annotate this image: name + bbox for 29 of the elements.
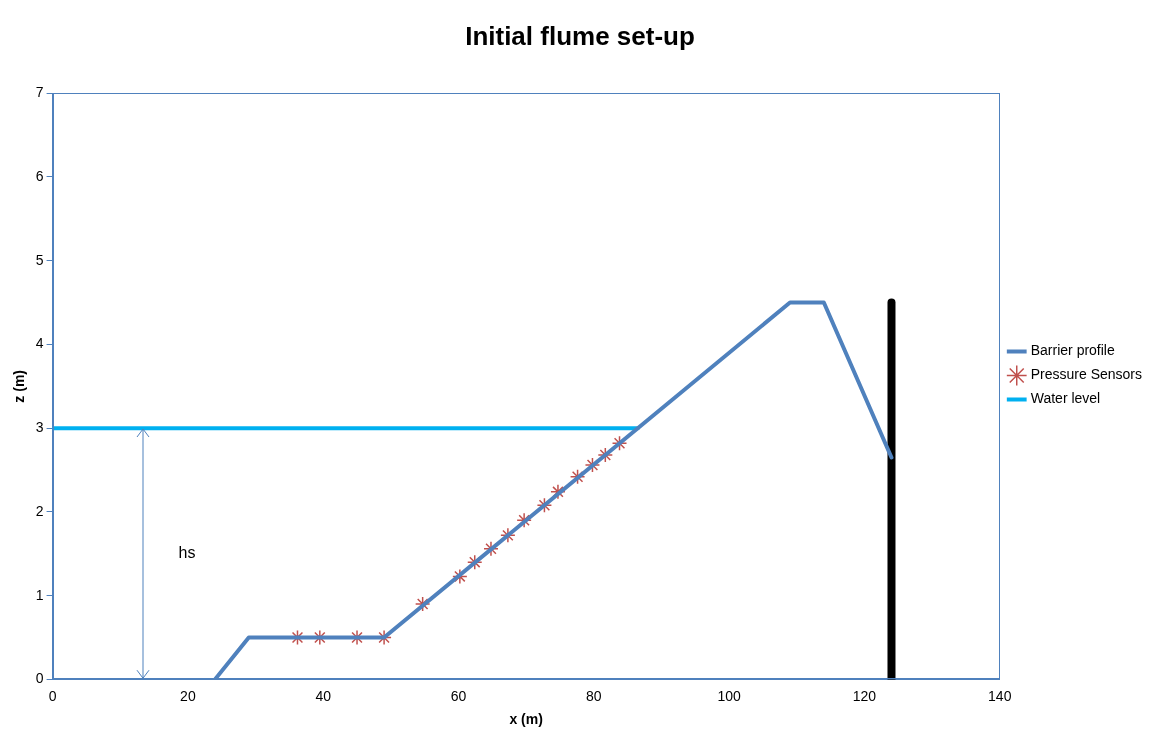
legend-label: Water level	[1030, 390, 1101, 407]
annotation: hs	[178, 543, 196, 562]
x-tick-label: 140	[988, 687, 1012, 704]
y-tick-label: 4	[35, 335, 44, 352]
y-tick-label: 6	[35, 167, 44, 184]
point	[452, 568, 468, 585]
point	[414, 596, 431, 612]
x-tick-label: 20	[180, 687, 196, 704]
chart-title: Initial flume set-up	[465, 20, 695, 51]
y-tick-label: 5	[35, 251, 44, 268]
x-tick-label: 100	[717, 687, 742, 704]
y-tick-label: 3	[35, 419, 44, 436]
point	[516, 512, 532, 529]
point	[550, 484, 566, 500]
point	[312, 629, 328, 646]
x-tick-label: 120	[852, 687, 877, 704]
legend-label: Barrier profile	[1030, 342, 1115, 359]
y-tick-label: 0	[35, 670, 44, 687]
x-tick-label: 0	[48, 687, 57, 704]
legend-label: Pressure Sensors	[1030, 366, 1143, 383]
y-axis-title: z (m)	[11, 369, 28, 403]
x-tick-label: 60	[450, 687, 467, 704]
x-axis-title: x (m)	[509, 711, 543, 728]
x-tick-label: 80	[586, 687, 602, 704]
y-tick-label: 1	[35, 586, 44, 603]
x-tick-label: 40	[315, 687, 332, 704]
y-tick-label: 2	[35, 502, 44, 519]
point	[349, 629, 365, 646]
y-tick-label: 7	[35, 84, 44, 101]
